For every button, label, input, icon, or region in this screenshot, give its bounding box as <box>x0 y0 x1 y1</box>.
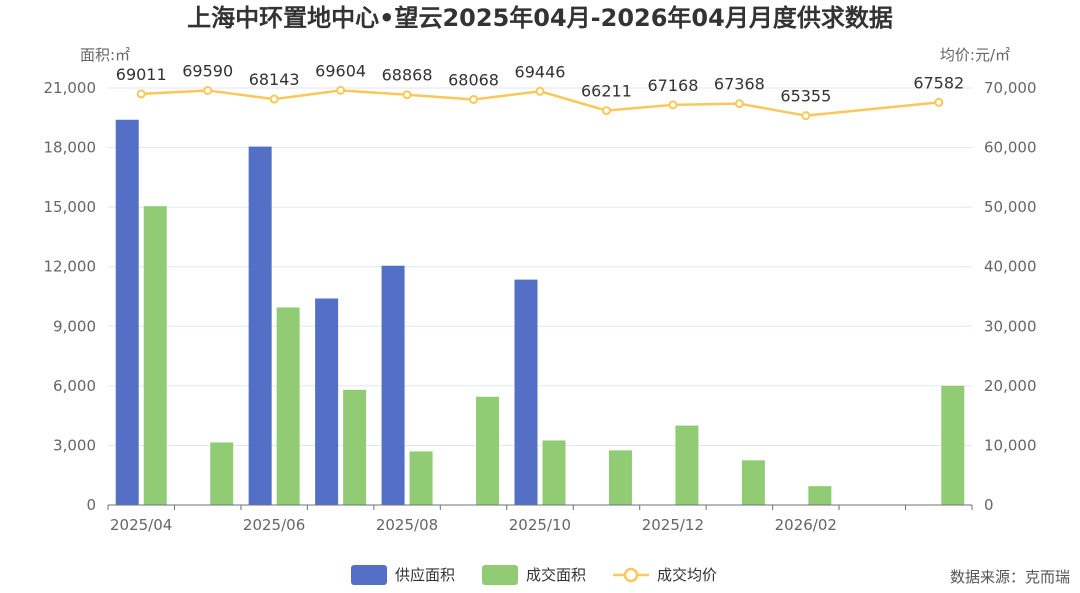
price-label: 66211 <box>581 82 632 101</box>
price-point <box>336 85 346 95</box>
price-label: 68068 <box>448 71 499 90</box>
y-left-tick-label: 0 <box>86 496 96 514</box>
y-right-tick-label: 70,000 <box>984 79 1037 97</box>
bar-deal <box>210 442 234 505</box>
y-left-tick-label: 3,000 <box>53 436 96 454</box>
price-point <box>535 86 545 96</box>
x-tick-label: 2025/04 <box>110 516 172 534</box>
price-label: 69590 <box>182 61 233 80</box>
price-point <box>136 89 146 99</box>
price-point <box>601 106 611 116</box>
legend-swatch-deal <box>482 565 518 585</box>
y-left-tick-label: 21,000 <box>44 79 97 97</box>
bar-deal <box>409 451 433 505</box>
price-label: 69604 <box>315 61 366 80</box>
price-label: 69011 <box>116 65 167 84</box>
x-axis: 2025/04 2025/06 2025/08 2025/10 2025/12 2026/… <box>107 504 973 534</box>
bar-deal <box>343 389 367 505</box>
price-point <box>203 85 213 95</box>
x-tick-label: 2025/06 <box>243 516 305 534</box>
bars <box>115 119 965 506</box>
y-right-tick-label: 40,000 <box>984 258 1037 276</box>
legend-marker-price <box>623 567 639 583</box>
price-point <box>668 100 678 110</box>
price-label: 67582 <box>913 73 964 92</box>
price-point <box>402 90 412 100</box>
y-right-tick-label: 10,000 <box>984 436 1037 454</box>
legend-swatch-supply <box>351 565 387 585</box>
legend-label-price: 成交均价 <box>657 566 717 584</box>
price-point <box>469 95 479 105</box>
y-right-tick-label: 50,000 <box>984 198 1037 216</box>
bar-deal <box>476 396 500 505</box>
y-right-axis: 0 10,000 20,000 30,000 40,000 50,000 60,000 70,… <box>984 79 1037 514</box>
price-point <box>801 111 811 121</box>
bar-deal <box>143 206 167 505</box>
price-label: 68143 <box>249 70 300 89</box>
price-label: 67168 <box>647 76 698 95</box>
y-left-tick-label: 6,000 <box>53 377 96 395</box>
y-right-tick-label: 60,000 <box>984 139 1037 157</box>
y-right-tick-label: 30,000 <box>984 317 1037 335</box>
bar-deal <box>808 486 832 505</box>
y-right-axis-label: 均价:元/㎡ <box>940 46 1010 64</box>
price-line-path <box>141 89 939 117</box>
price-label: 67368 <box>714 75 765 94</box>
y-left-tick-label: 15,000 <box>44 198 97 216</box>
bar-deal <box>276 307 300 505</box>
bar-deal <box>608 450 632 505</box>
bar-supply <box>381 265 405 505</box>
y-left-axis: 0 3,000 6,000 9,000 12,000 15,000 18,000 21,000 <box>44 79 97 514</box>
bar-deal <box>675 425 699 505</box>
legend-label-supply: 供应面积 <box>395 566 455 584</box>
bar-supply <box>315 298 339 505</box>
bar-deal <box>741 460 765 505</box>
bar-supply <box>115 119 139 506</box>
price-point <box>934 97 944 107</box>
legend-label-deal: 成交面积 <box>526 566 586 584</box>
y-left-tick-label: 9,000 <box>53 317 96 335</box>
bar-deal <box>542 440 566 505</box>
y-right-tick-label: 20,000 <box>984 377 1037 395</box>
legend: 供应面积 成交面积 成交均价 <box>351 565 717 585</box>
source-note: 数据来源：克而瑞 <box>950 568 1070 586</box>
price-line: 69011 69590 68143 69604 68868 68068 69446 66211… <box>116 61 964 121</box>
price-label: 68868 <box>382 66 433 85</box>
price-point <box>734 99 744 109</box>
x-tick-label: 2026/02 <box>775 516 837 534</box>
price-label: 69446 <box>515 62 566 81</box>
price-label: 65355 <box>780 87 831 106</box>
y-left-tick-label: 12,000 <box>44 258 97 276</box>
x-tick-label: 2025/10 <box>509 516 571 534</box>
chart-title: 上海中环置地中心•望云2025年04月-2026年04月月度供求数据 <box>187 4 893 32</box>
y-left-tick-label: 18,000 <box>44 139 97 157</box>
x-tick-label: 2025/12 <box>642 516 704 534</box>
grid-lines <box>108 87 972 446</box>
bar-supply <box>248 146 272 506</box>
price-point <box>269 94 279 104</box>
y-left-axis-label: 面积:㎡ <box>80 46 130 64</box>
bar-deal <box>941 385 965 505</box>
x-tick-label: 2025/08 <box>376 516 438 534</box>
y-right-tick-label: 0 <box>984 496 994 514</box>
bar-supply <box>514 279 538 505</box>
